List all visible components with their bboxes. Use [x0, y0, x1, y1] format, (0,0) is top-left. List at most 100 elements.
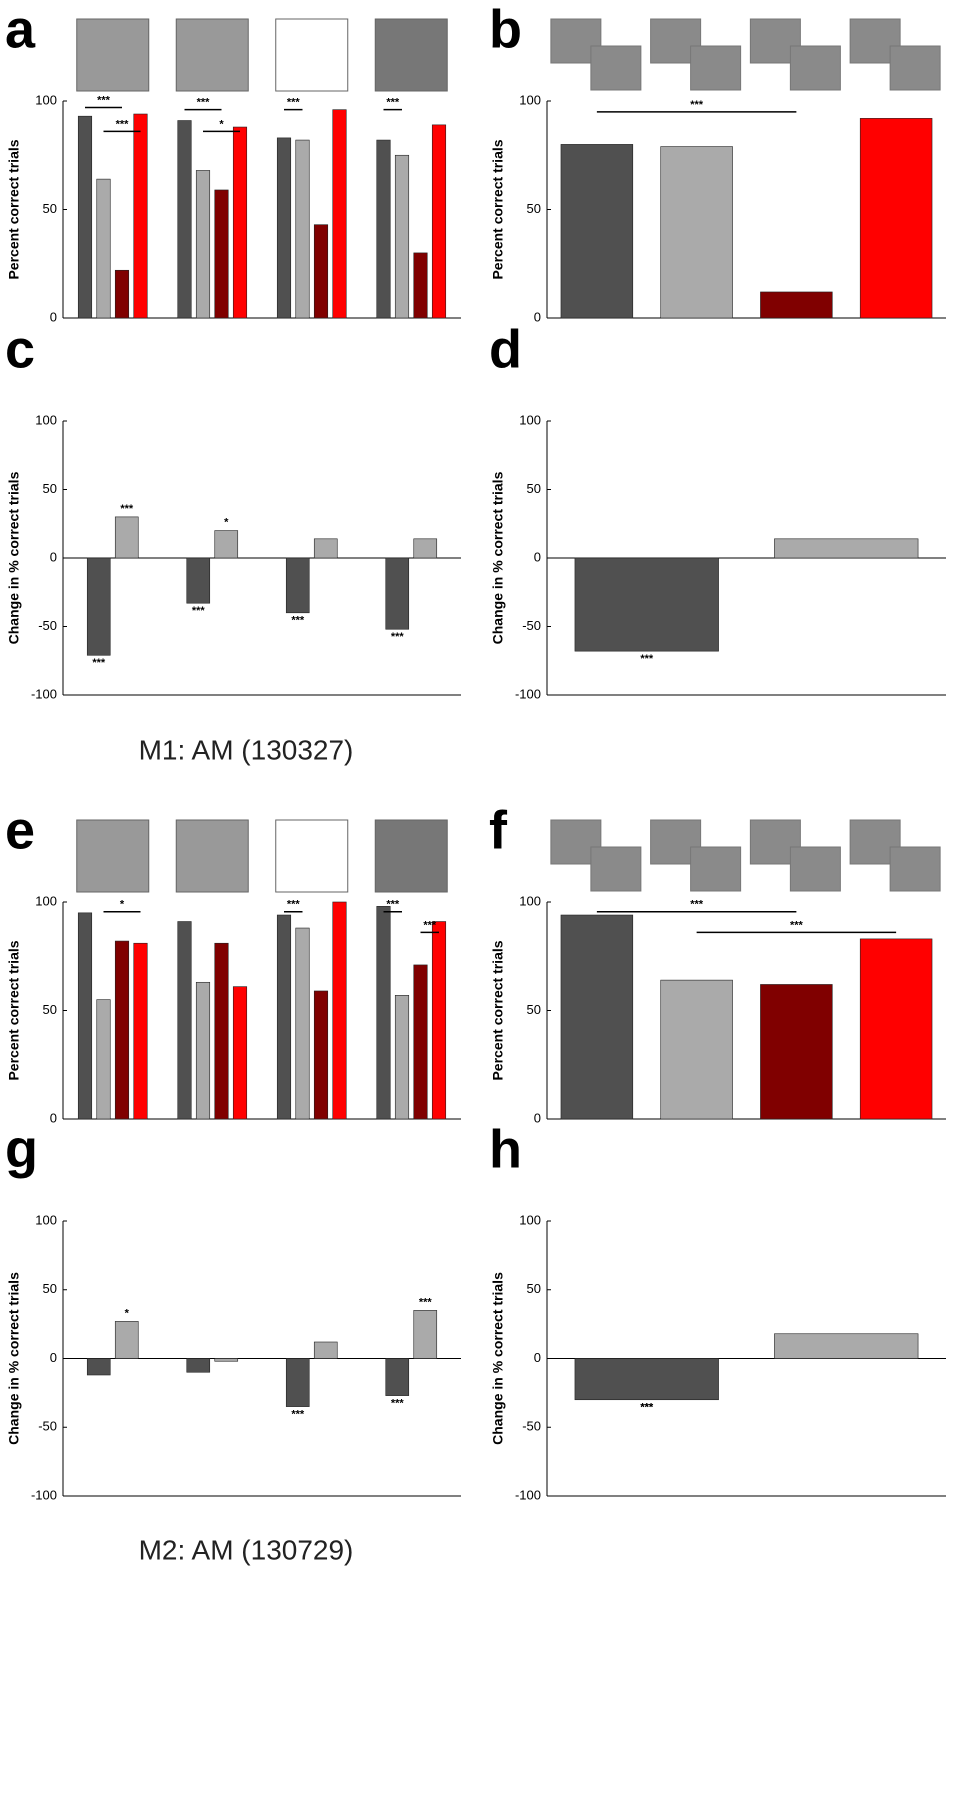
y-tick-label: 0: [534, 309, 541, 324]
significance-label: ***: [197, 97, 211, 109]
y-tick-label: -50: [38, 618, 57, 633]
bar: [232, 126, 248, 319]
y-tick-label: 100: [35, 893, 57, 908]
bar: [560, 914, 634, 1120]
stimulus-icon: [275, 18, 349, 92]
y-tick-label: 0: [50, 1350, 57, 1365]
significance-label: ***: [391, 1398, 405, 1410]
bar: [195, 170, 211, 319]
y-tick-label: 100: [35, 92, 57, 107]
y-axis-label: Change in % correct trials: [490, 1272, 506, 1445]
bar: [774, 1333, 919, 1359]
y-tick-label: 100: [35, 412, 57, 427]
stimulus-icon: [590, 45, 642, 91]
significance-label: ***: [287, 97, 301, 109]
stimulus-icon: [175, 18, 249, 92]
y-tick-label: 50: [527, 481, 541, 496]
significance-label: *: [219, 118, 224, 130]
bar: [574, 557, 719, 652]
y-tick-label: 50: [43, 1281, 57, 1296]
y-tick-label: 0: [50, 549, 57, 564]
bar: [186, 1358, 211, 1373]
y-tick-label: 50: [43, 1002, 57, 1017]
panel-letter: b: [489, 0, 522, 59]
panel-letter: d: [489, 319, 522, 379]
y-axis-label: Percent correct trials: [490, 139, 506, 279]
bar: [574, 1358, 719, 1401]
significance-label: ***: [120, 503, 134, 515]
bar: [332, 109, 347, 319]
significance-label: ***: [287, 899, 301, 911]
significance-label: ***: [116, 118, 130, 130]
significance-label: ***: [386, 97, 400, 109]
y-axis-label: Change in % correct trials: [6, 471, 22, 644]
stimulus-icon: [275, 819, 349, 893]
y-tick-label: 50: [527, 1281, 541, 1296]
bar: [86, 1358, 111, 1376]
y-tick-label: 100: [519, 412, 541, 427]
bar: [313, 224, 329, 319]
stimulus-icon: [690, 45, 742, 91]
y-tick-label: -50: [522, 618, 541, 633]
y-tick-label: -100: [515, 1487, 541, 1502]
panel-letter: a: [5, 0, 36, 59]
bar: [313, 538, 338, 559]
bar: [859, 118, 933, 319]
y-tick-label: 0: [50, 1110, 57, 1125]
bar: [114, 940, 130, 1120]
caption: M2: AM (130729): [139, 1534, 354, 1565]
bar: [332, 901, 347, 1120]
significance-label: *: [125, 1307, 130, 1319]
bar: [177, 120, 192, 319]
bar: [285, 1358, 310, 1407]
stimulus-icon: [789, 45, 841, 91]
bar: [413, 538, 438, 559]
significance-label: ***: [192, 605, 206, 617]
bar: [385, 557, 410, 630]
bar: [760, 291, 833, 319]
y-tick-label: 0: [534, 1110, 541, 1125]
significance-label: ***: [97, 94, 111, 106]
bar: [385, 1358, 410, 1396]
bar: [431, 921, 447, 1120]
panel-letter: g: [5, 1119, 38, 1179]
y-tick-label: 0: [534, 549, 541, 564]
bar: [133, 942, 148, 1120]
bar: [177, 921, 192, 1120]
bar: [760, 984, 833, 1120]
bar: [560, 144, 634, 319]
bar: [214, 1358, 239, 1362]
y-tick-label: -100: [31, 1487, 57, 1502]
stimulus-icon: [849, 18, 901, 64]
significance-label: ***: [386, 899, 400, 911]
y-axis-label: Change in % correct trials: [6, 1272, 22, 1445]
stimulus-icon: [789, 846, 841, 892]
panel-letter: c: [5, 319, 35, 379]
bar: [660, 146, 733, 319]
stimulus-icon: [749, 819, 801, 865]
y-tick-label: -100: [515, 686, 541, 701]
bar: [232, 986, 248, 1120]
caption: M1: AM (130327): [139, 734, 354, 765]
significance-label: ***: [391, 631, 405, 643]
y-tick-label: 100: [519, 1212, 541, 1227]
bar: [214, 189, 229, 319]
bar: [114, 516, 139, 559]
significance-label: ***: [423, 919, 437, 931]
y-axis-label: Change in % correct trials: [490, 471, 506, 644]
significance-label: ***: [92, 657, 106, 669]
stimulus-icon: [690, 846, 742, 892]
y-tick-label: 50: [527, 1002, 541, 1017]
bar: [295, 139, 310, 319]
significance-label: ***: [291, 1409, 305, 1421]
bar: [214, 942, 229, 1120]
bar: [114, 1321, 139, 1359]
bar: [394, 154, 410, 319]
stimulus-icon: [76, 18, 150, 92]
bar: [285, 557, 310, 614]
panel-letter: f: [489, 800, 508, 860]
bar: [186, 557, 211, 604]
bar: [77, 912, 93, 1120]
